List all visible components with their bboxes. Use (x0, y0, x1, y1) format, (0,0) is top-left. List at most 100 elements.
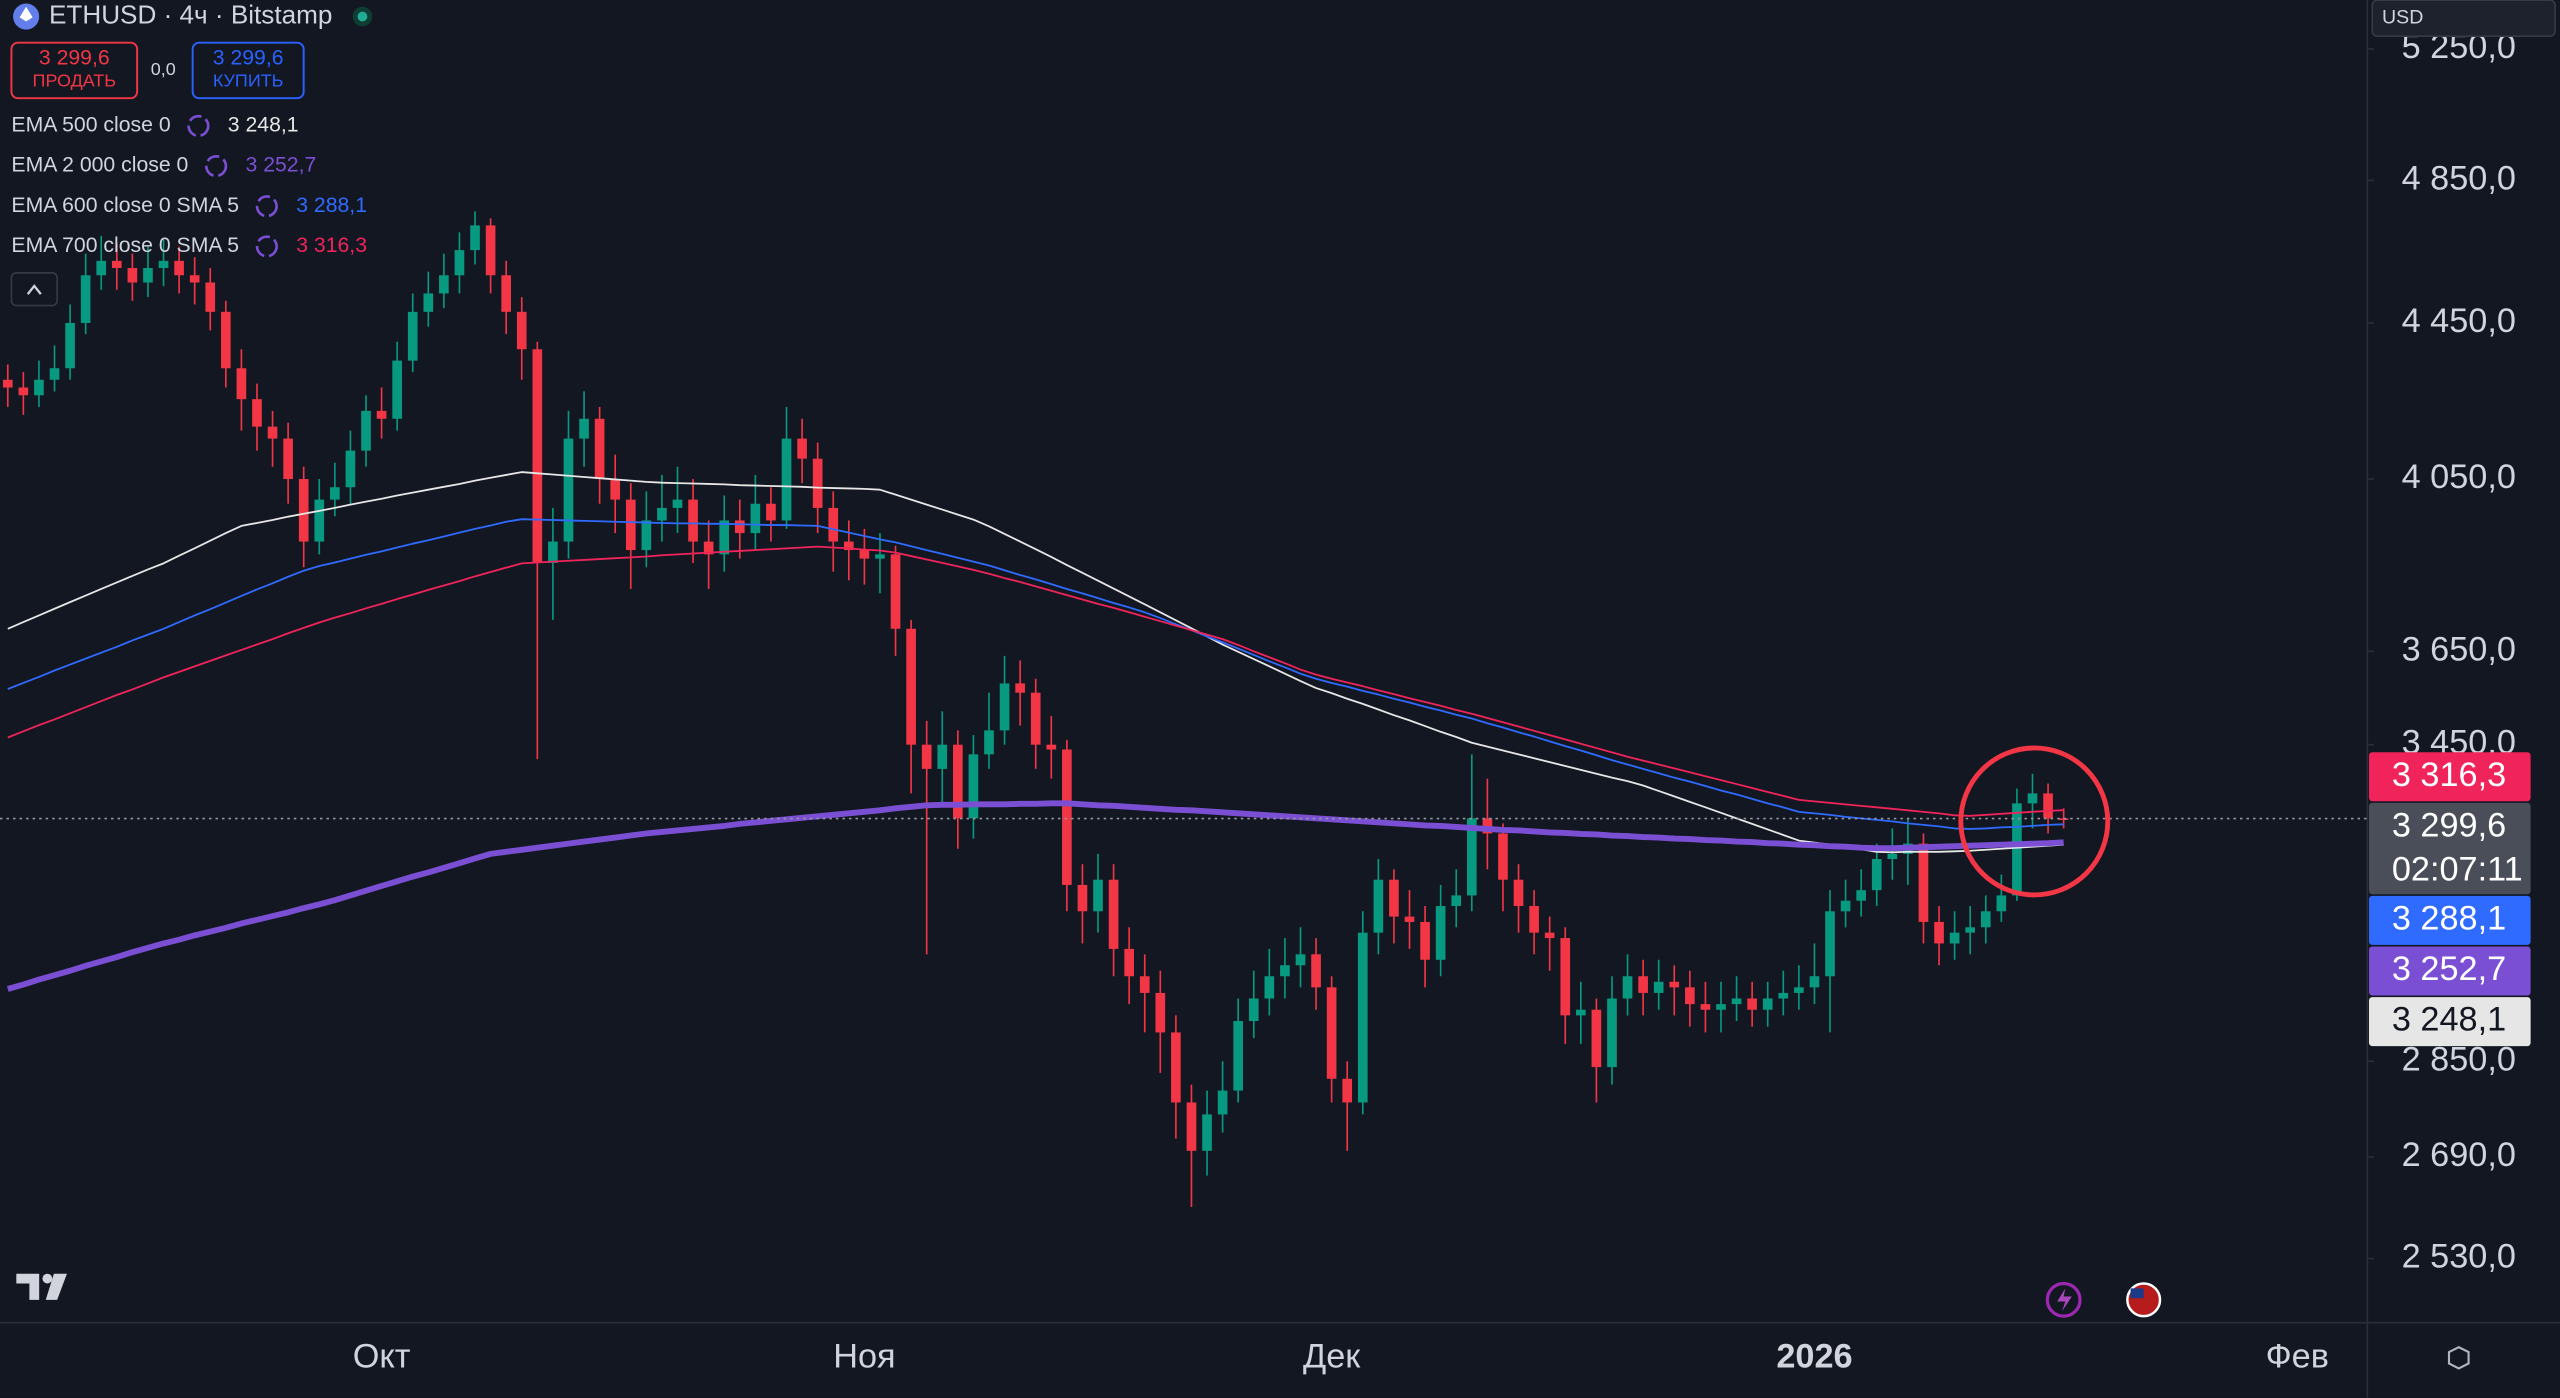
candle-body (1295, 954, 1306, 966)
price-badge-label: 3 316,3 (2392, 756, 2506, 794)
candle-body (766, 503, 776, 521)
candle-body (423, 293, 434, 312)
candle-body (345, 450, 356, 488)
candle-body (984, 730, 994, 755)
candle-body (1716, 1004, 1726, 1010)
sell-label[interactable]: ПРОДАТЬ (33, 71, 116, 91)
legend-icon (255, 235, 278, 258)
eth-icon-glyph (19, 6, 33, 22)
candle-body (1747, 998, 1757, 1010)
y-tick-label: 2 850,0 (2402, 1040, 2516, 1078)
price-badge: 3 248,1 (2368, 997, 2531, 1047)
candle-body (1965, 927, 1976, 933)
candle-body (1638, 976, 1648, 993)
sell-price[interactable]: 3 299,6 (39, 47, 110, 70)
sell-button[interactable] (10, 41, 139, 100)
ema-line (7, 471, 2064, 854)
price-badge-bg (2368, 752, 2531, 802)
candle-body (921, 744, 932, 769)
candle-body (1778, 992, 1789, 999)
candle-body (1949, 932, 1960, 944)
y-tick-label: 4 050,0 (2402, 458, 2516, 496)
candle-body (283, 438, 293, 480)
candle-body (906, 628, 916, 745)
candle-body (1809, 976, 1820, 988)
buy-label[interactable]: КУПИТЬ (213, 71, 284, 91)
legend-value: 3 288,1 (296, 194, 367, 217)
candle-body (2027, 793, 2038, 804)
candle-body (392, 360, 402, 419)
candle-body (548, 541, 558, 563)
candle-body (407, 311, 418, 361)
candle-body (781, 438, 792, 521)
price-badge-label: 3 248,1 (2392, 1001, 2506, 1039)
countdown: 02:07:11 (2392, 850, 2523, 888)
candle-body (361, 410, 371, 451)
legend-name: EMA 2 000 close 0 (11, 154, 188, 177)
candle-body (516, 311, 527, 350)
candle-body (641, 520, 652, 551)
candle-body (1607, 998, 1617, 1068)
candle-body (1980, 911, 1991, 928)
candle-body (1030, 692, 1041, 745)
event-icon[interactable] (2045, 1281, 2082, 1318)
currency-select[interactable] (2371, 0, 2556, 37)
candle-body (1233, 1021, 1244, 1091)
buy-button[interactable] (191, 41, 305, 100)
settings-icon[interactable] (2447, 1345, 2470, 1370)
candle-body (1373, 879, 1384, 933)
buy-price[interactable]: 3 299,6 (213, 47, 284, 70)
candle-body (1575, 1009, 1586, 1016)
candle-body (532, 349, 543, 563)
candle-body (594, 418, 605, 480)
candle-body (1389, 879, 1399, 917)
candle-body (1622, 976, 1633, 999)
candle-body (1918, 843, 1929, 922)
candle-body (376, 410, 387, 419)
candle-body (2012, 803, 2022, 896)
us-flag-canton (2130, 1288, 2144, 1299)
price-badge: 3 299,6 02:07:11 (2368, 802, 2531, 895)
tv-logo-dot (42, 1273, 53, 1284)
candle-body (1248, 998, 1259, 1022)
candle-body (1420, 921, 1430, 960)
collapse-icon[interactable] (26, 284, 42, 295)
candle-body (221, 311, 231, 369)
collapse-button[interactable] (10, 272, 58, 307)
legend-name: EMA 700 close 0 SMA 5 (11, 234, 239, 257)
candle-body (719, 520, 730, 555)
candle-body (1139, 976, 1150, 993)
event-icon-glyph[interactable] (2057, 1288, 2072, 1312)
price-badge: 3 316,3 (2368, 752, 2531, 802)
candle-body (470, 225, 480, 251)
candle-body (1326, 987, 1337, 1079)
candle-body (1934, 921, 1944, 944)
tv-logo-v (45, 1273, 67, 1300)
candle-body (1155, 992, 1166, 1033)
candle-body (1856, 890, 1866, 901)
candle-body (49, 368, 60, 380)
price-badge-label: 3 288,1 (2392, 899, 2506, 937)
candle-body (1062, 749, 1072, 885)
spread: 0,0 (151, 59, 176, 79)
candle-body (485, 225, 496, 276)
candle-body (953, 744, 963, 819)
candle-body (1124, 948, 1134, 977)
plot-area (0, 211, 2368, 1208)
symbol-title: ETHUSD · 4ч · Bitstamp (49, 0, 332, 29)
candle-body (1794, 987, 1804, 993)
candle-body (439, 275, 449, 294)
candle-body (1280, 965, 1290, 977)
candle-body (1653, 981, 1664, 993)
x-tick-label: 2026 (1776, 1338, 1852, 1376)
x-tick-label: Окт (353, 1338, 411, 1376)
us-flag-icon[interactable] (2126, 1282, 2162, 1318)
candle-body (734, 520, 745, 534)
candle-body (1451, 895, 1462, 906)
currency-label[interactable]: USD (2382, 6, 2423, 28)
tv-logo (16, 1273, 67, 1300)
ema-line (7, 518, 2064, 830)
